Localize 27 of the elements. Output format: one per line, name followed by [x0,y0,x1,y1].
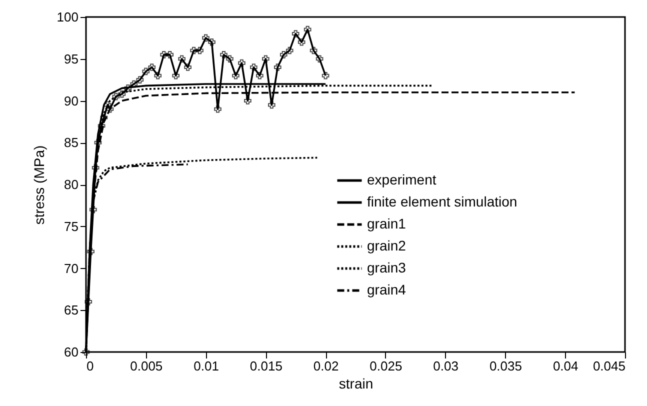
x-tick-label: 0.03 [433,358,458,374]
y-tick-label: 65 [64,302,78,318]
y-tick-label: 75 [64,218,78,234]
y-tick-label: 85 [64,135,78,150]
y-tick-label: 60 [64,344,78,360]
x-tick-label: 0.035 [489,358,522,374]
x-tick-label: 0.045 [592,358,626,374]
legend-label: grain1 [367,216,406,232]
legend-label: grain4 [367,282,406,298]
legend-label: experiment [367,172,436,188]
x-tick-label: 0.015 [250,358,282,374]
legend-label: grain2 [367,238,406,254]
legend-label: grain3 [367,260,406,276]
x-tick-label: 0.04 [552,358,578,374]
x-tick-label: 0.02 [313,358,339,374]
y-tick-label: 70 [64,260,78,276]
x-axis-title: strain [338,376,374,392]
x-tick-label: 0.005 [130,358,163,374]
x-tick-label: 0.01 [194,358,219,374]
legend-label: finite element simulation [367,194,518,210]
x-tick-label: 0 [86,358,94,374]
y-tick-label: 80 [64,177,78,192]
x-tick-label: 0.025 [370,358,402,374]
y-axis-title: stress (MPa) [30,145,47,225]
y-tick-label: 100 [56,10,78,24]
y-tick-label: 95 [64,51,78,66]
y-tick-label: 90 [64,93,78,108]
